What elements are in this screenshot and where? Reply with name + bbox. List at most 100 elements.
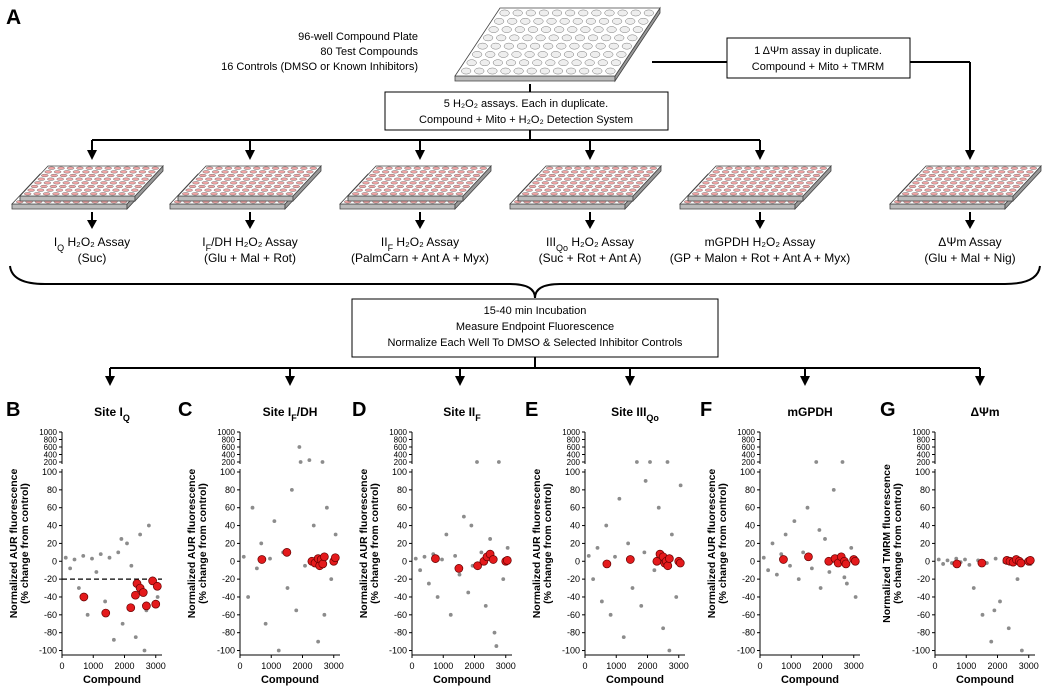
data-point [276,648,281,653]
data-point [133,635,138,640]
well [959,181,967,185]
well [33,192,41,196]
panel-label: B [6,399,20,421]
y-tick-label: 600 [44,443,58,452]
y-tick-label: 0 [230,556,235,566]
well [115,184,124,189]
well [537,51,548,58]
hit-point [779,555,788,564]
well [965,184,973,189]
well [59,184,67,189]
well [421,188,429,192]
well [710,192,719,196]
well [271,166,280,170]
arrowhead [105,376,115,386]
well [205,177,213,181]
y-tick-label: 80 [745,485,755,495]
y-tick-label: -60 [394,610,407,620]
arrowhead [245,150,255,160]
well [479,59,490,66]
hit-point [850,556,860,566]
x-axis-label: Compound [606,674,664,686]
well [944,166,953,170]
y-tick-label: 600 [567,443,581,452]
data-point [294,608,299,613]
data-point [779,552,784,557]
data-point [665,460,670,464]
well [198,184,206,189]
data-point [674,595,679,599]
well [956,184,964,189]
well [786,192,794,196]
well [78,173,87,178]
data-point [599,599,604,604]
data-point [329,577,334,582]
y-tick-label: 400 [44,451,58,460]
box-text: Measure Endpoint Fluorescence [456,321,614,333]
well [408,192,416,196]
well [418,181,427,185]
well [472,51,483,58]
well [44,170,52,174]
well [389,192,398,196]
well [552,67,563,75]
data-point [613,554,617,559]
data-point [801,550,806,555]
well [630,9,641,17]
data-point [761,555,766,560]
well [727,184,735,189]
y-tick-label: 80 [47,485,57,495]
well [599,18,610,25]
well [245,184,253,189]
well [539,67,550,75]
data-point [98,552,103,557]
well [987,181,996,185]
well [463,173,471,178]
well [940,181,948,185]
y-tick-label: 100 [915,467,930,477]
well [513,67,524,75]
well [465,181,474,185]
data-point [142,648,147,653]
well [588,181,597,185]
well [997,170,1006,174]
assay-name-part: III [546,235,556,249]
well [642,173,651,178]
well [199,173,207,178]
well [52,192,60,196]
well [616,192,624,196]
y-tick-label: -20 [567,574,580,584]
y-tick-label: -100 [562,646,580,656]
y-tick-label: 600 [222,443,236,452]
chart-title-part: Site III [611,405,646,419]
well [797,170,805,174]
arrowhead [800,376,810,386]
well [701,192,709,196]
well [1009,177,1018,181]
well [604,184,612,189]
well [769,170,777,174]
well [404,166,412,170]
well [563,177,572,181]
well [610,59,621,66]
assay-substrates: (PalmCarn + Ant A + Myx) [351,251,489,265]
well [210,192,218,196]
plate-side [509,203,626,210]
well [739,192,747,196]
y-tick-label: 100 [42,467,57,477]
x-tick-label: 3000 [844,661,864,671]
box-text: 5 H₂O₂ assays. Each in duplicate. [444,98,608,110]
box-text: Compound + Mito + TMRM [752,61,884,73]
well [640,166,648,170]
well [705,177,714,181]
well [619,26,630,33]
well [104,166,112,170]
data-point [496,460,501,464]
well [595,173,603,178]
plate-side [177,195,294,202]
well [230,170,239,174]
well [762,177,770,181]
y-axis-label: Normalized AUR fluorescence [8,469,20,619]
y-tick-label: 400 [917,451,931,460]
well [213,188,222,192]
